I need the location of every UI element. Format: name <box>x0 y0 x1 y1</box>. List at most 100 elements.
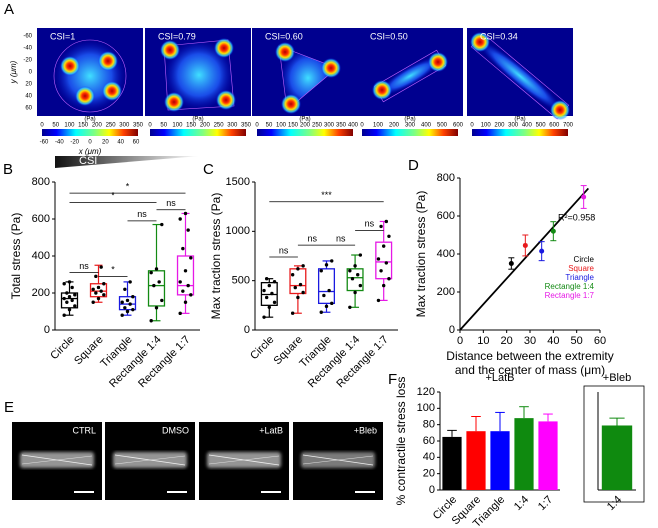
data-point <box>327 288 331 293</box>
colorbar-tick-label: 350 <box>336 123 347 129</box>
colorbar-tick-label: 350 <box>241 123 252 129</box>
colorbar-tick-label: 50 <box>52 123 59 129</box>
colorbar-tick-label: 300 <box>324 123 335 129</box>
data-point <box>189 256 193 260</box>
stress-fiber <box>208 455 280 465</box>
x-axis-label: and the center of mass (μm) <box>455 363 605 377</box>
colorbar-tick-label: 400 <box>522 123 533 129</box>
legend-entry: Rectangle 1:7 <box>545 291 595 300</box>
x-tick-label: 60 <box>133 140 140 146</box>
stress-hotspot <box>164 92 184 112</box>
data-point <box>330 259 334 263</box>
panel-label: D <box>408 157 419 174</box>
colorbar-tick-label: 500 <box>437 123 448 129</box>
colorbar-tick-label: 200 <box>200 123 211 129</box>
data-point <box>353 290 357 295</box>
box <box>289 268 307 295</box>
image-label: CTRL <box>72 425 96 435</box>
cell <box>160 38 236 112</box>
fit-line <box>459 187 589 331</box>
data-point <box>128 280 132 284</box>
data-point <box>160 298 164 303</box>
data-point <box>125 309 130 314</box>
stress-hotspot <box>216 90 236 110</box>
panel-label: F <box>388 371 397 388</box>
data-point <box>91 287 95 291</box>
data-point <box>123 287 127 291</box>
bar <box>466 431 486 490</box>
data-point <box>301 264 305 268</box>
data-point <box>348 269 352 273</box>
data-point <box>379 224 383 229</box>
data-point <box>102 282 106 286</box>
y-tick-label: 0 <box>244 324 250 336</box>
y-tick-label: 60 <box>25 106 32 112</box>
data-point <box>324 263 329 267</box>
legend-entry: Rectangle 1:4 <box>545 282 595 291</box>
data-point <box>322 293 326 298</box>
colorbar-tick-label: 700 <box>563 123 574 129</box>
data-point <box>319 269 323 273</box>
y-tick-label: 60 <box>423 435 435 447</box>
x-tick-label: -40 <box>55 140 64 146</box>
colorbar <box>42 129 138 136</box>
y-tick-label: -40 <box>23 46 32 52</box>
data-point <box>125 298 130 303</box>
colorbar <box>150 129 246 136</box>
x-tick-label: 1:4 <box>512 494 531 513</box>
bar <box>538 421 558 490</box>
x-tick-label: 40 <box>117 140 124 146</box>
data-point <box>157 280 161 284</box>
y-tick-label: 800 <box>437 172 455 184</box>
data-point <box>522 242 528 248</box>
data-point <box>152 283 156 288</box>
y-axis-label: Total stress (Pa) <box>9 213 23 300</box>
y-tick-label: 1500 <box>226 176 250 188</box>
data-point <box>189 293 193 297</box>
colorbar-tick-label: 200 <box>494 123 505 129</box>
significance-label: ns <box>79 261 89 271</box>
y-tick-label: 200 <box>437 286 455 298</box>
colorbar <box>257 129 353 136</box>
colorbar-tick-label: 100 <box>64 123 75 129</box>
y-tick-label: 400 <box>437 248 455 260</box>
x-tick-label: -20 <box>70 140 79 146</box>
x-tick-label: 60 <box>594 335 606 347</box>
data-point <box>149 319 153 323</box>
significance-label: ns <box>279 245 289 255</box>
data-point <box>154 306 159 310</box>
x-tick-label: 1:7 <box>536 494 555 513</box>
data-point <box>91 300 95 304</box>
panel-label: C <box>203 161 214 178</box>
data-point <box>384 219 389 224</box>
stress-hotspot <box>470 32 490 52</box>
y-tick-label: 120 <box>417 386 435 398</box>
data-point <box>387 276 391 281</box>
data-point <box>70 285 74 290</box>
data-point <box>264 276 269 281</box>
y-tick-label: 500 <box>232 275 250 287</box>
data-point <box>128 302 132 306</box>
data-point <box>96 296 101 301</box>
data-point <box>298 282 303 287</box>
cell <box>53 39 127 113</box>
x-tick-label: 10 <box>477 335 489 347</box>
colorbar-unit: (Pa) <box>514 117 525 123</box>
data-point <box>67 280 72 284</box>
stress-fiber <box>302 455 374 465</box>
x-tick-label: 20 <box>501 335 513 347</box>
data-point <box>120 300 124 304</box>
x-axis-label: Distance between the extremity <box>446 349 613 363</box>
data-point <box>262 288 266 293</box>
x-tick-label: 0 <box>457 335 463 347</box>
colorbar-tick-label: 0 <box>148 123 152 129</box>
data-point <box>123 306 127 310</box>
data-point <box>186 283 190 288</box>
inset-frame <box>583 385 645 503</box>
colorbar-tick-label: 50 <box>266 123 273 129</box>
bar <box>490 431 510 490</box>
colorbar-tick-label: 100 <box>172 123 183 129</box>
panel-label: A <box>4 1 14 18</box>
data-point <box>272 279 277 284</box>
